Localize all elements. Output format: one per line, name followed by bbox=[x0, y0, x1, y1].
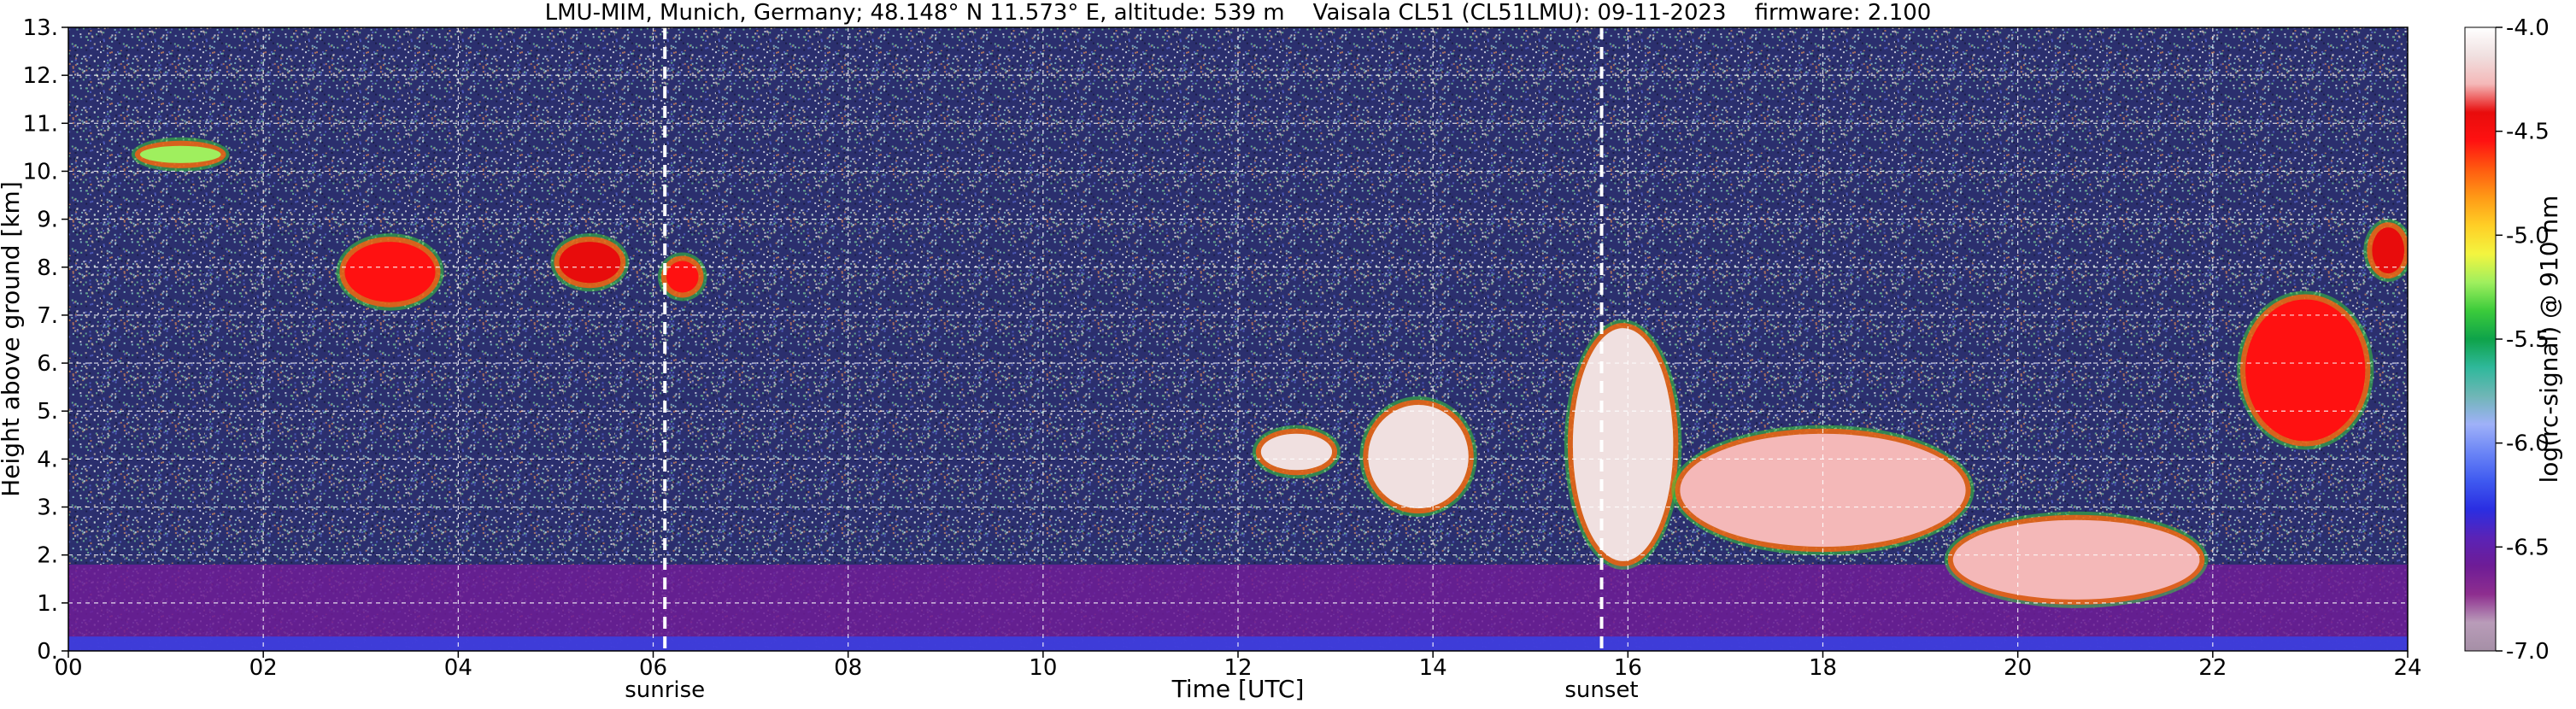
y-tick-label: 13. bbox=[23, 15, 58, 41]
x-axis-label: Time [UTC] bbox=[1171, 675, 1305, 703]
cloud-core bbox=[1368, 404, 1469, 509]
y-tick-label: 10. bbox=[23, 159, 58, 185]
x-tick-label: 00 bbox=[54, 655, 82, 681]
x-tick-label: 12 bbox=[1223, 655, 1252, 681]
colorbar-tick-label: -4.5 bbox=[2506, 120, 2550, 145]
cloud-core bbox=[1572, 328, 1674, 561]
x-tick-label: 02 bbox=[249, 655, 278, 681]
y-tick-label: 8. bbox=[37, 255, 58, 281]
event-marker-label: sunrise bbox=[625, 677, 705, 703]
x-tick-label: 06 bbox=[639, 655, 667, 681]
cloud-core bbox=[1260, 433, 1333, 471]
y-tick-label: 1. bbox=[37, 591, 58, 617]
x-tick-label: 16 bbox=[1614, 655, 1642, 681]
event-markers: sunrise sunset bbox=[625, 27, 1639, 703]
cloud-core bbox=[1952, 519, 2200, 600]
x-tick-label: 20 bbox=[2004, 655, 2032, 681]
y-tick-label: 2. bbox=[37, 543, 58, 569]
y-tick-label: 5. bbox=[37, 399, 58, 425]
colorbar-bar bbox=[2464, 26, 2497, 652]
x-tick-label: 08 bbox=[834, 655, 862, 681]
event-marker-label: sunset bbox=[1564, 677, 1638, 703]
y-tick-label: 9. bbox=[37, 208, 58, 233]
colorbar-tick-label: -4.0 bbox=[2506, 15, 2550, 41]
y-tick-label: 0. bbox=[37, 639, 58, 665]
x-tick-label: 14 bbox=[1419, 655, 1447, 681]
y-tick-label: 6. bbox=[37, 351, 58, 377]
colorbar-tick-label: -5.0 bbox=[2506, 223, 2550, 249]
cloud-core bbox=[2245, 299, 2366, 442]
grid-lines bbox=[68, 27, 2408, 651]
x-tick-label: 18 bbox=[1809, 655, 1837, 681]
colorbar-tick-label: -6.0 bbox=[2506, 431, 2550, 457]
cloud-core bbox=[666, 261, 699, 293]
colorbar-tick-label: -7.0 bbox=[2506, 639, 2550, 665]
y-tick-label: 3. bbox=[37, 495, 58, 521]
colorbar-label: log(rc-signal) @ 910 nm bbox=[2535, 196, 2563, 483]
cloud-core bbox=[139, 145, 221, 163]
x-tick-label: 24 bbox=[2393, 655, 2421, 681]
y-tick-label: 12. bbox=[23, 63, 58, 89]
y-axis-label: Height above ground [km] bbox=[0, 181, 25, 497]
y-axis: 0. 1. 2. 3. 4. 5. 6. 7. 8. 9. 10. 11. 12. 13. bbox=[23, 15, 68, 665]
colorbar-tick-label: -6.5 bbox=[2506, 535, 2550, 560]
cloud-core bbox=[344, 242, 436, 302]
colorbar: log(rc-signal) @ 910 nm -7.0 -6.5 -6.0 -5.5… bbox=[2464, 15, 2563, 665]
y-tick-label: 7. bbox=[37, 303, 58, 329]
y-tick-label: 4. bbox=[37, 447, 58, 472]
chart-title: LMU-MIM, Munich, Germany; 48.148° N 11.5… bbox=[545, 0, 1932, 26]
x-tick-label: 04 bbox=[444, 655, 472, 681]
y-tick-label: 11. bbox=[23, 111, 58, 137]
cloud-core bbox=[2372, 227, 2404, 273]
x-axis: 00 02 04 06 08 10 12 14 16 18 20 22 24 bbox=[54, 651, 2422, 681]
x-tick-label: 10 bbox=[1029, 655, 1057, 681]
cloud-core bbox=[559, 242, 621, 284]
heatmap-layer bbox=[68, 137, 2408, 651]
colorbar-tick-label: -5.5 bbox=[2506, 327, 2550, 353]
x-tick-label: 22 bbox=[2198, 655, 2227, 681]
